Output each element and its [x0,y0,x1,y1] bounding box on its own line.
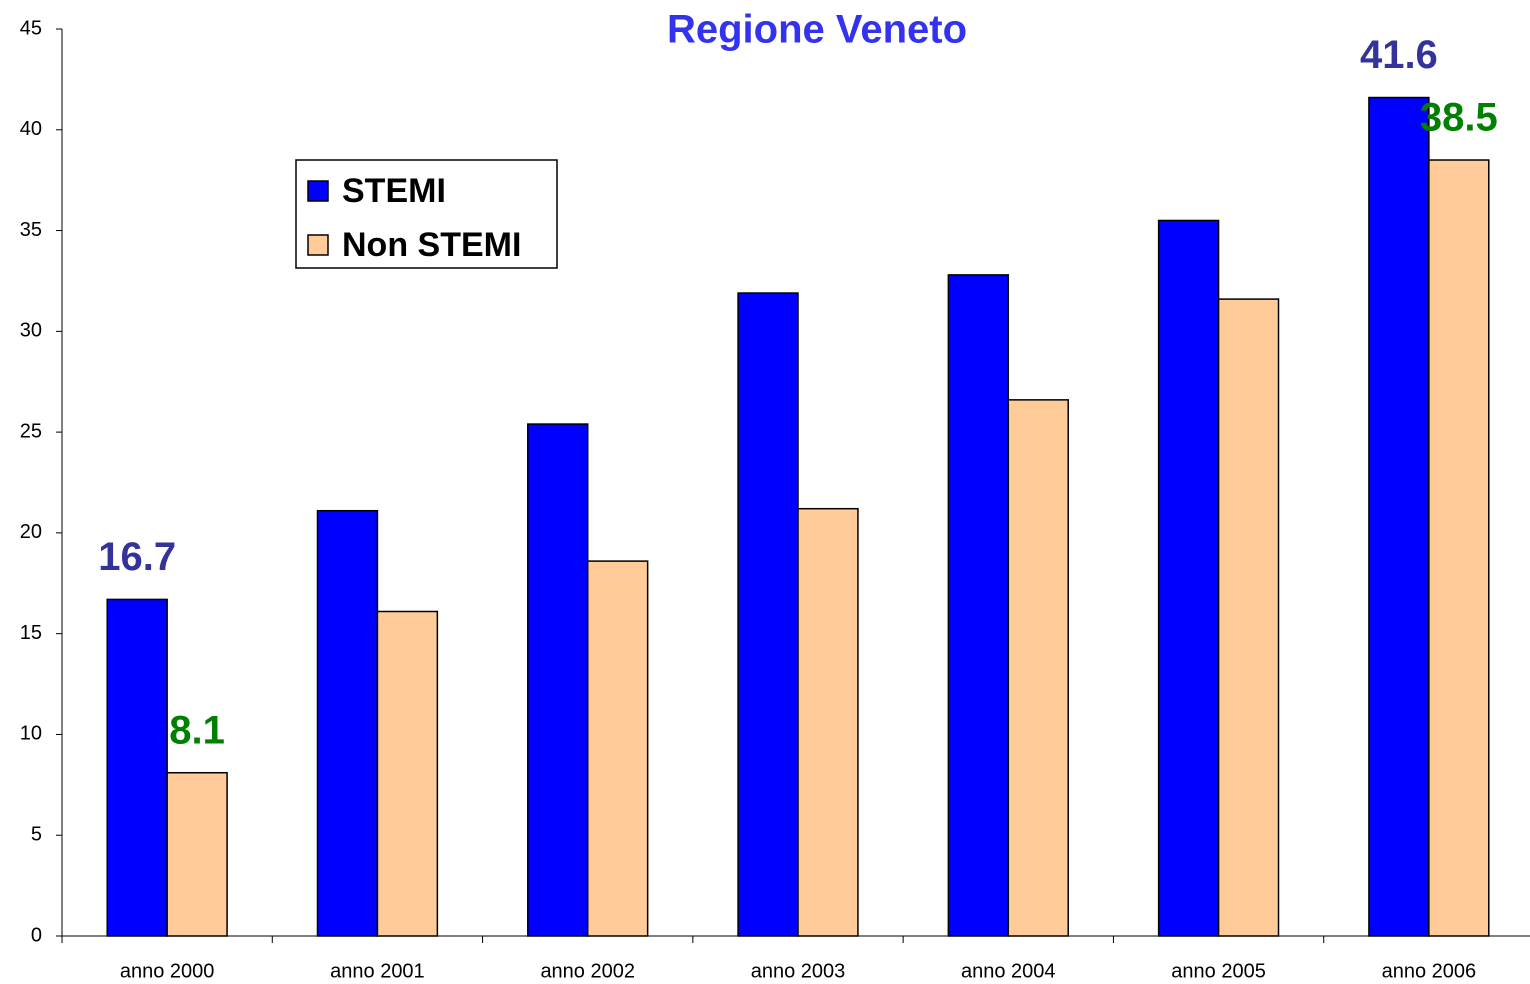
bar [1007,399,1069,937]
bar [737,292,799,937]
y-tick-label: 15 [20,622,42,644]
x-tick-label: anno 2002 [540,960,635,982]
chart-title: Regione Veneto [667,8,967,52]
data-label: 38.5 [1420,96,1498,140]
y-tick-label: 35 [20,219,42,241]
y-tick-label: 20 [20,521,42,543]
data-label: 41.6 [1360,33,1438,77]
x-tick-label: anno 2005 [1171,960,1266,982]
bar [166,771,228,937]
data-label: 8.1 [169,708,225,752]
x-tick-label: anno 2004 [961,960,1056,982]
legend-label: STEMI [342,172,446,210]
bar [106,598,168,937]
legend-swatch [307,180,329,202]
x-tick-label: anno 2000 [120,960,215,982]
y-tick-label: 0 [31,924,42,946]
bar [1428,159,1490,937]
bar [316,509,379,937]
legend-swatch [307,234,329,256]
x-tick-label: anno 2003 [751,960,846,982]
x-tick-label: anno 2001 [330,960,425,982]
y-tick-label: 5 [31,824,42,846]
legend-box [295,159,558,269]
y-tick-label: 45 [20,17,42,39]
bar [1217,298,1280,937]
y-tick-label: 25 [20,420,42,442]
y-tick-label: 10 [20,723,42,745]
legend-label: Non STEMI [342,226,521,264]
data-label: 16.7 [98,535,176,579]
bar [1157,219,1220,937]
bar [797,507,859,937]
bar [1368,96,1430,937]
y-tick-label: 40 [20,118,42,140]
y-tick-label: 30 [20,320,42,342]
bar [947,274,1010,937]
x-tick-label: anno 2006 [1382,960,1477,982]
bar [527,423,589,937]
bar [376,610,439,937]
bar [586,560,649,937]
